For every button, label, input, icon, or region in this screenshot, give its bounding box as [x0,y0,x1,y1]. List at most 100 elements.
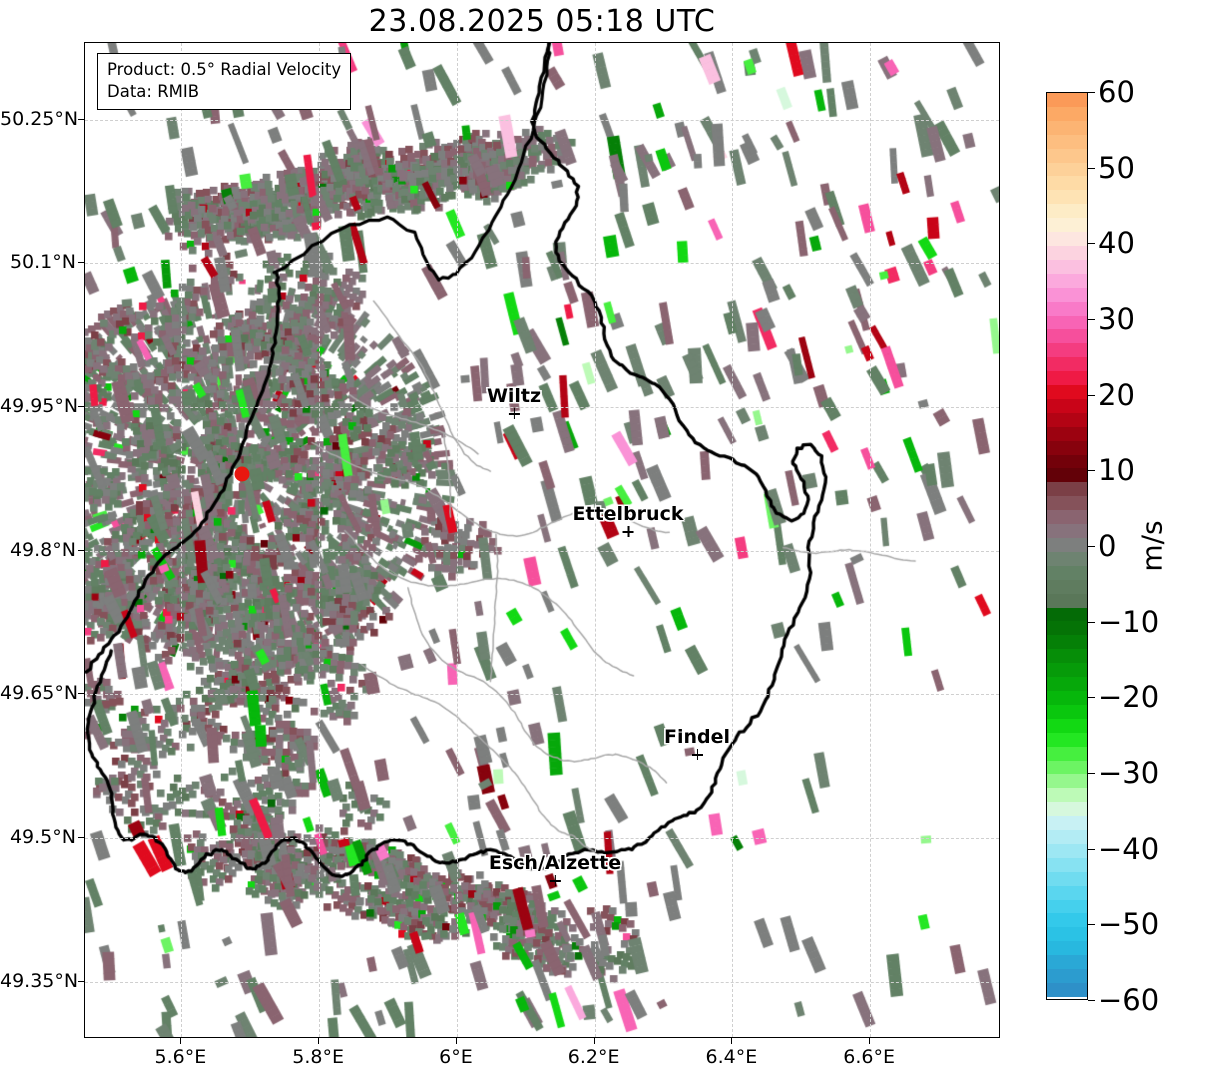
velocity-colorbar[interactable] [1046,92,1088,1000]
colorbar-segment-41 [1047,663,1087,678]
lat-tick-label-0: 50.25°N [0,107,79,130]
colorbar-segment-58 [1047,899,1087,914]
colorbar-segment-4 [1047,148,1087,163]
colorbar-segment-47 [1047,746,1087,761]
colorbar-segment-57 [1047,885,1087,900]
lat-tick-label-1: 50.1°N [9,251,76,274]
lat-tick-mark-5 [78,836,84,838]
colorbar-segment-38 [1047,621,1087,636]
lat-tick-label-3: 49.8°N [9,538,76,561]
colorbar-segment-43 [1047,690,1087,705]
colorbar-segment-33 [1047,551,1087,566]
lat-tick-label-5: 49.5°N [9,825,76,848]
colorbar-tick-label-0: 60 [1098,75,1135,109]
colorbar-segment-46 [1047,732,1087,747]
colorbar-segment-24 [1047,426,1087,441]
colorbar-segment-10 [1047,232,1087,246]
colorbar-segment-62 [1047,955,1087,970]
colorbar-segment-32 [1047,538,1087,552]
colorbar-tick-mark-1 [1088,167,1095,169]
colorbar-segment-23 [1047,412,1087,427]
colorbar-segment-64 [1047,983,1087,997]
lon-tick-mark-5 [869,1038,871,1044]
colorbar-segment-21 [1047,385,1087,399]
colorbar-segment-40 [1047,649,1087,664]
lon-tick-label-0: 5.6°E [154,1046,207,1068]
lon-tick-label-3: 6.2°E [567,1046,620,1068]
colorbar-tick-label-5: 10 [1098,453,1135,488]
colorbar-segment-56 [1047,871,1087,886]
lon-tick-mark-3 [593,1038,595,1044]
colorbar-unit-label: m/s [1135,520,1169,572]
colorbar-segment-53 [1047,830,1087,844]
radar-map-axes[interactable]: Wiltz Ettelbruck Findel Esch/Alzette Produc… [84,42,1000,1038]
colorbar-segment-8 [1047,204,1087,219]
colorbar-tick-label-1: 50 [1098,150,1135,185]
lat-tick-mark-1 [78,262,84,264]
colorbar-segment-52 [1047,816,1087,831]
lat-tick-mark-4 [78,693,84,695]
colorbar-segment-17 [1047,329,1087,344]
colorbar-segment-42 [1047,677,1087,691]
colorbar-tick-mark-0 [1088,92,1095,93]
lat-tick-label-6: 49.35°N [0,969,79,992]
lon-tick-label-4: 6.4°E [705,1046,758,1068]
colorbar-segment-25 [1047,440,1087,455]
lat-tick-label-4: 49.65°N [0,682,79,705]
colorbar-tick-mark-12 [1088,1000,1095,1001]
colorbar-tick-mark-5 [1088,470,1095,472]
colorbar-tick-label-6: 0 [1098,529,1117,563]
colorbar-segment-19 [1047,357,1087,372]
colorbar-segment-20 [1047,371,1087,386]
colorbar-tick-label-12: −60 [1098,983,1160,1017]
colorbar-segment-22 [1047,398,1087,413]
colorbar-segment-9 [1047,218,1087,233]
colorbar-segment-0 [1047,93,1087,107]
colorbar-segment-26 [1047,454,1087,469]
colorbar-tick-mark-2 [1088,243,1095,245]
colorbar-segment-44 [1047,704,1087,719]
colorbar-segment-7 [1047,190,1087,205]
lat-tick-label-2: 49.95°N [0,394,79,417]
lon-tick-label-1: 5.8°E [292,1046,345,1068]
colorbar-segment-16 [1047,315,1087,330]
lon-tick-label-5: 6.6°E [843,1046,896,1068]
colorbar-segment-12 [1047,259,1087,274]
colorbar-segment-14 [1047,287,1087,302]
colorbar-tick-label-4: 20 [1098,377,1135,412]
colorbar-segment-55 [1047,857,1087,872]
colorbar-segment-29 [1047,496,1087,511]
colorbar-tick-label-7: −10 [1098,604,1160,639]
colorbar-tick-mark-4 [1088,394,1095,396]
colorbar-segment-48 [1047,760,1087,775]
colorbar-segment-3 [1047,134,1087,149]
colorbar-tick-label-9: −30 [1098,756,1160,790]
lon-tick-mark-0 [180,1038,182,1044]
colorbar-segment-49 [1047,774,1087,789]
lon-tick-mark-1 [318,1038,320,1044]
colorbar-segment-18 [1047,343,1087,358]
colorbar-segment-54 [1047,843,1087,858]
radar-echo-canvas [85,43,999,1037]
info-data-line: Data: RMIB [107,82,200,102]
colorbar-segment-6 [1047,176,1087,191]
colorbar-segment-60 [1047,927,1087,942]
colorbar-tick-mark-8 [1088,697,1095,699]
colorbar-segment-34 [1047,565,1087,580]
colorbar-segment-30 [1047,510,1087,525]
colorbar-tick-mark-11 [1088,924,1095,926]
colorbar-segment-37 [1047,607,1087,622]
colorbar-segment-2 [1047,120,1087,135]
colorbar-tick-mark-3 [1088,319,1095,320]
colorbar-segment-59 [1047,913,1087,928]
lon-tick-mark-2 [455,1038,457,1044]
colorbar-segment-27 [1047,468,1087,483]
colorbar-segment-45 [1047,718,1087,733]
page-title: 23.08.2025 05:18 UTC [368,4,716,39]
product-info-box: Product: 0.5° Radial Velocity Data: RMIB [97,53,352,111]
colorbar-tick-label-11: −50 [1098,907,1160,942]
colorbar-segment-35 [1047,579,1087,594]
lat-tick-mark-3 [78,549,84,551]
colorbar-tick-label-8: −20 [1098,680,1160,715]
colorbar-segment-63 [1047,969,1087,983]
